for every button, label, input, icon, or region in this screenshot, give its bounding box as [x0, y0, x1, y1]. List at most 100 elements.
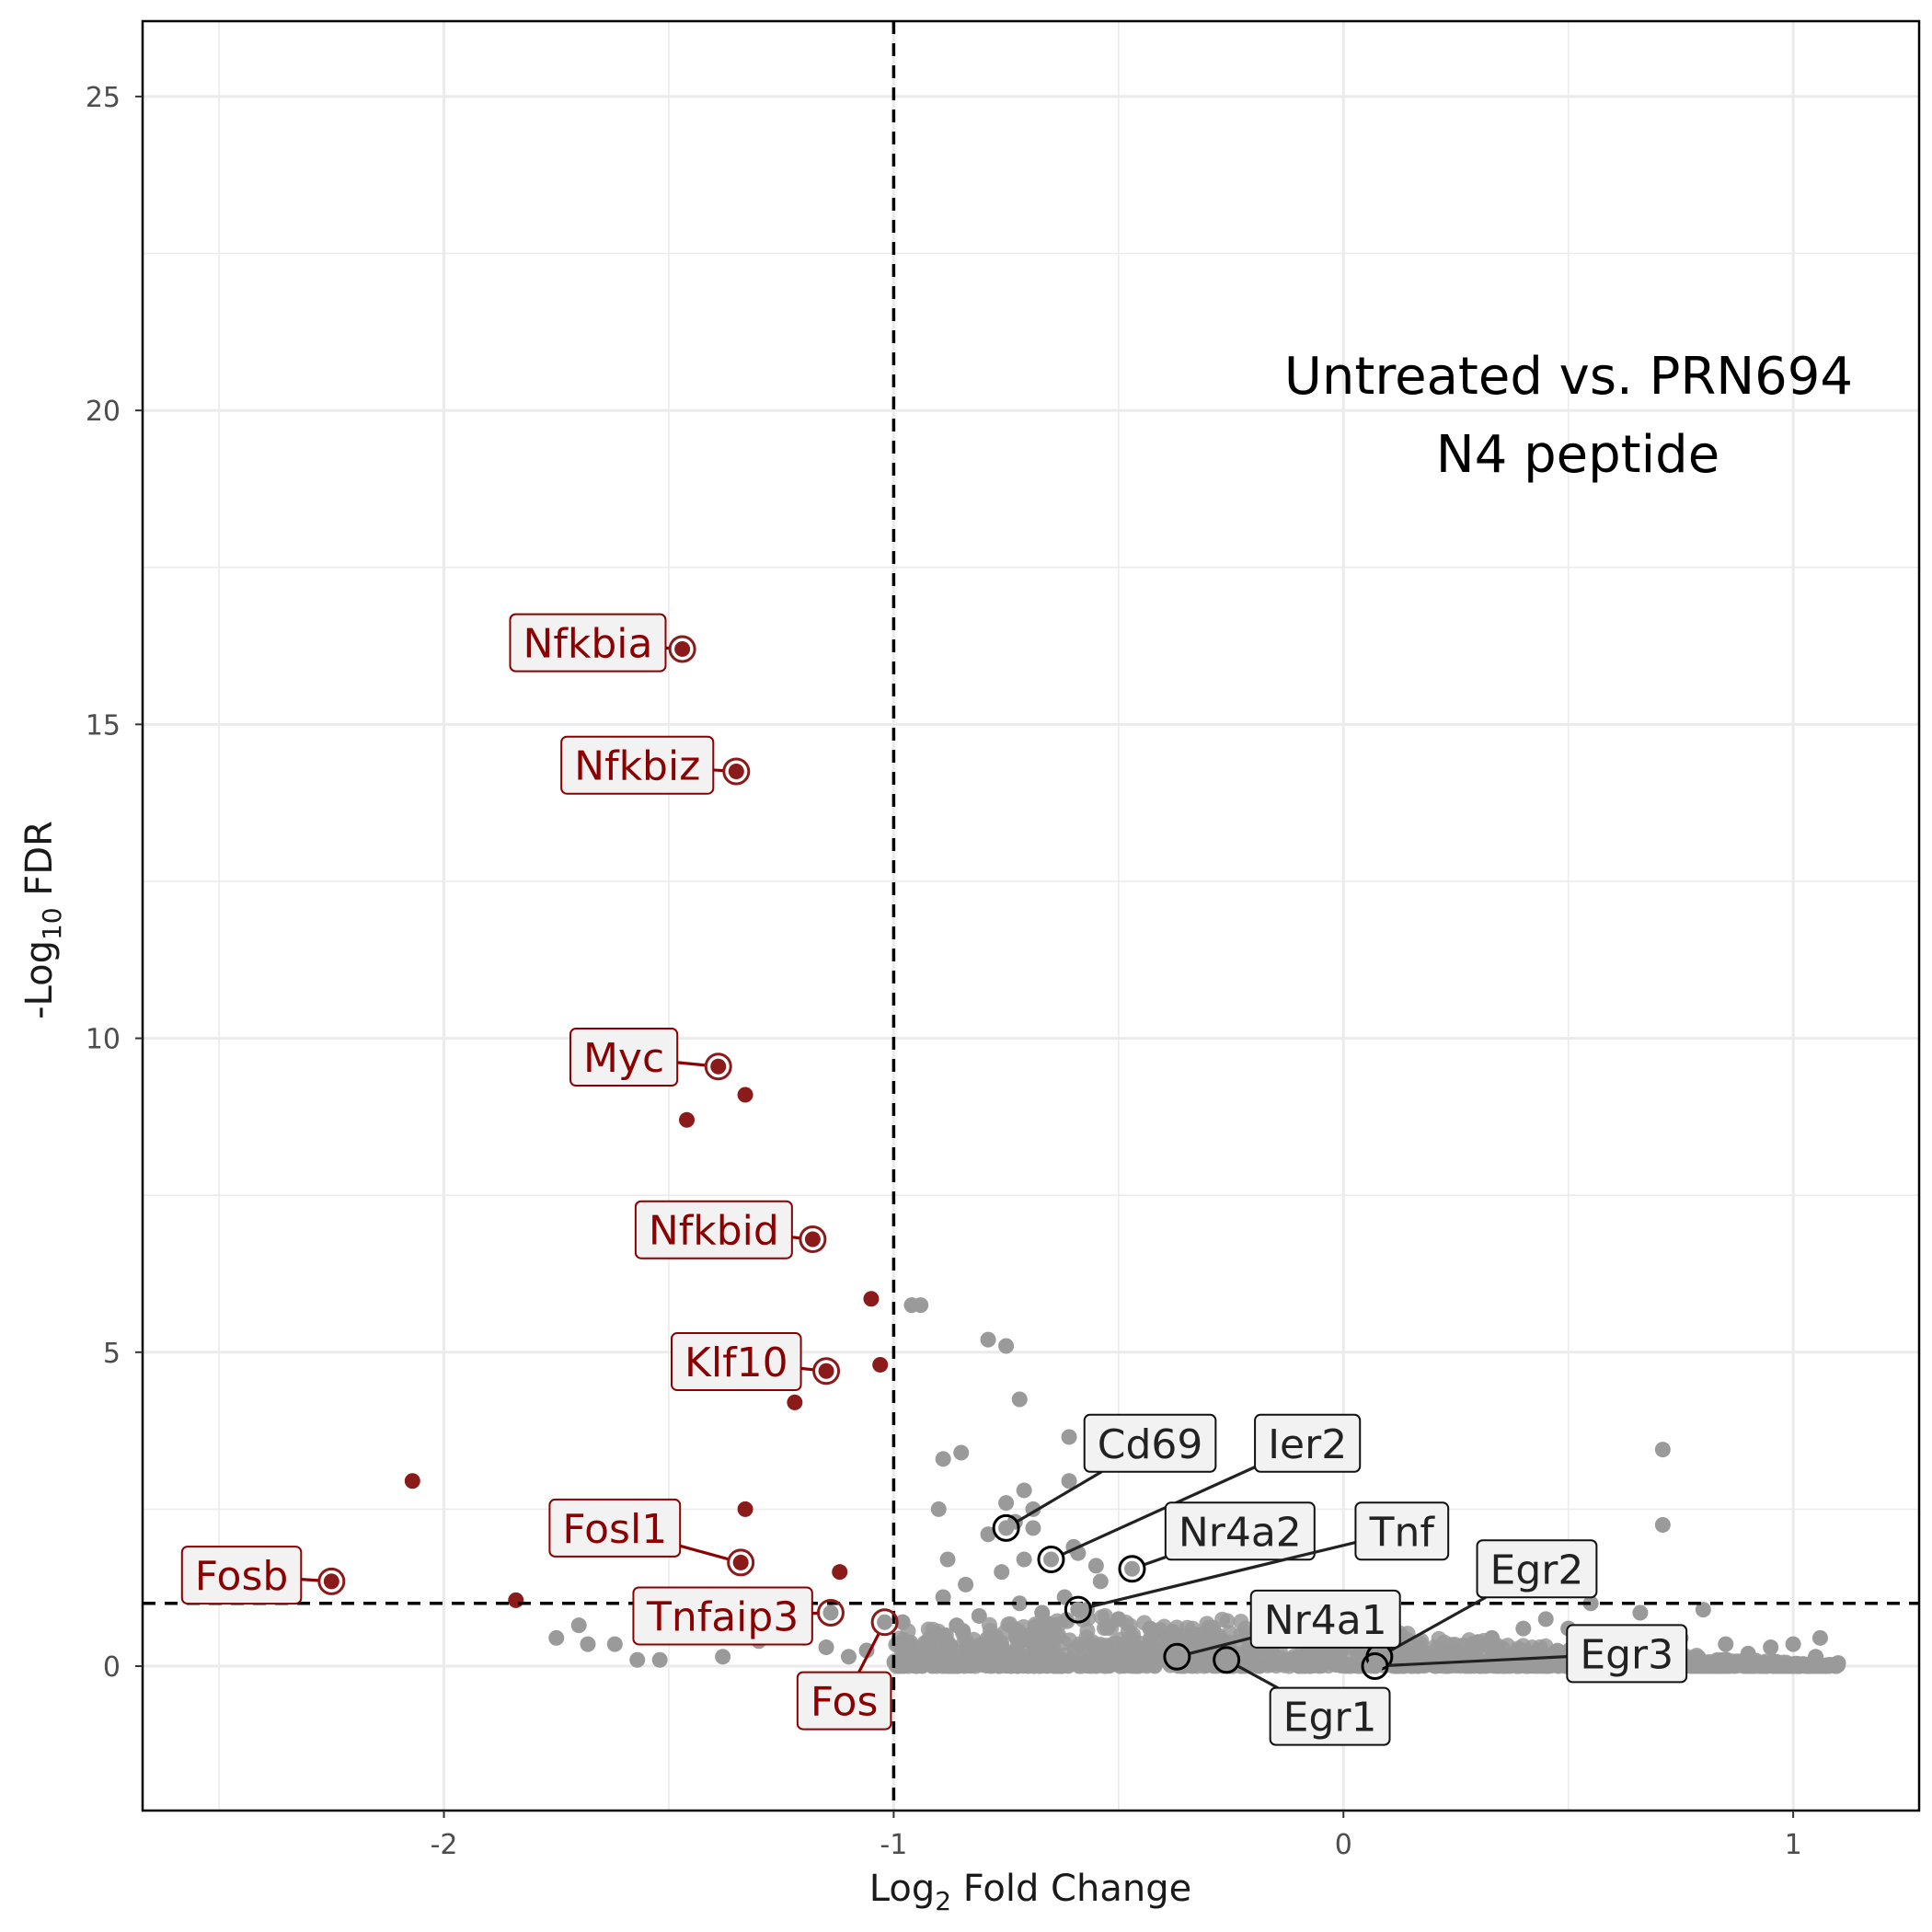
- gene-point: [975, 1655, 992, 1672]
- gene-point: [1296, 1658, 1313, 1674]
- gene-point: [1582, 1595, 1599, 1612]
- gene-point: [1508, 1658, 1524, 1674]
- gene-point: [1403, 1645, 1420, 1662]
- labeled-gene-point: [1042, 1551, 1059, 1568]
- gene-point: [900, 1637, 916, 1653]
- gene-point: [1695, 1602, 1711, 1618]
- label-highlight-ring: [1213, 1646, 1241, 1674]
- gene-point: [998, 1338, 1015, 1354]
- gene-label-text: Klf10: [684, 1340, 788, 1386]
- gene-point: [984, 1633, 1001, 1650]
- y-tick-label: 0: [103, 1651, 121, 1684]
- gene-point: [926, 1657, 943, 1673]
- gene-point: [1468, 1634, 1485, 1650]
- gene-point: [1156, 1641, 1172, 1658]
- gene-label-box: [509, 613, 667, 673]
- label-highlight-ring: [1163, 1642, 1191, 1671]
- gene-point: [1272, 1650, 1289, 1666]
- gene-label-box: [1269, 1686, 1391, 1746]
- gene-point: [1092, 1636, 1109, 1652]
- labeled-gene-point: [323, 1573, 339, 1590]
- gene-point: [1066, 1641, 1083, 1658]
- label-connector: [1388, 1595, 1487, 1652]
- gene-point: [913, 1297, 929, 1314]
- label-highlight-ring: [727, 1548, 755, 1577]
- gene-labels: Nfkbia Nfkbiz Myc Nfkbid Klf10 Fosl1 Fosb Tnfai…: [180, 613, 1688, 1746]
- gene-point: [580, 1636, 596, 1652]
- gene-label-klf10: Klf10: [671, 1332, 841, 1392]
- label-highlight-ring: [1361, 1652, 1389, 1681]
- labeled-gene-point: [818, 1363, 834, 1379]
- gene-point: [935, 1451, 951, 1467]
- gene-label-text: Nfkbid: [649, 1208, 779, 1255]
- gene-point: [715, 1649, 731, 1665]
- labeled-gene-point: [877, 1614, 893, 1630]
- significant-gene-point: [737, 1087, 753, 1103]
- gene-point: [994, 1564, 1010, 1581]
- gene-point: [1305, 1646, 1321, 1662]
- gene-label-text: Egr2: [1490, 1547, 1584, 1593]
- significant-gene-point: [679, 1111, 696, 1128]
- gene-label-nr4a1: Nr4a1: [1163, 1589, 1401, 1671]
- gene-label-egr3: Egr3: [1361, 1624, 1688, 1684]
- gene-point: [1259, 1653, 1276, 1670]
- gene-point: [1144, 1650, 1160, 1667]
- gene-point: [939, 1658, 956, 1674]
- threshold-lines: [143, 21, 1919, 1811]
- gene-point: [606, 1636, 623, 1652]
- gene-point: [930, 1501, 947, 1517]
- labeled-gene-point: [1070, 1602, 1087, 1618]
- gene-label-text: Nr4a2: [1179, 1509, 1302, 1556]
- gene-point: [1087, 1558, 1104, 1574]
- gene-point: [570, 1617, 587, 1634]
- label-highlight-ring: [816, 1599, 845, 1627]
- significant-gene-point: [832, 1564, 848, 1581]
- gene-point: [1735, 1658, 1752, 1674]
- gene-label-text: Nfkbia: [523, 621, 652, 668]
- gene-point: [1086, 1648, 1102, 1664]
- gene-point: [1763, 1639, 1779, 1656]
- x-tick-label: 1: [1785, 1829, 1802, 1861]
- gene-point: [960, 1639, 976, 1656]
- gene-label-box: [634, 1200, 793, 1259]
- gene-point: [1787, 1658, 1803, 1674]
- gene-point: [1142, 1620, 1158, 1637]
- gene-point: [1219, 1613, 1236, 1629]
- gene-point: [888, 1637, 904, 1653]
- gene-point: [1126, 1658, 1143, 1674]
- label-connector: [1143, 1556, 1167, 1567]
- gene-label-text: Tnf: [1369, 1509, 1436, 1556]
- gene-label-text: Fos: [811, 1679, 879, 1726]
- gene-point: [1016, 1482, 1032, 1499]
- gene-point: [998, 1495, 1015, 1512]
- labeled-gene-point: [804, 1231, 821, 1248]
- gene-point: [1239, 1641, 1256, 1658]
- label-highlight-ring: [317, 1567, 346, 1595]
- gene-point: [1104, 1656, 1121, 1673]
- gene-point: [1034, 1604, 1051, 1621]
- gene-point: [1534, 1658, 1550, 1674]
- gene-point: [1098, 1619, 1115, 1636]
- gene-label-box: [671, 1332, 802, 1392]
- gene-point: [1716, 1655, 1732, 1672]
- gene-point: [1046, 1658, 1063, 1674]
- gene-label-egr1: Egr1: [1213, 1646, 1391, 1746]
- x-axis-title: Log2 Fold Change: [869, 1868, 1191, 1916]
- gene-point: [1028, 1618, 1044, 1635]
- gene-label-nfkbia: Nfkbia: [509, 613, 696, 673]
- gene-label-text: Nr4a1: [1264, 1597, 1387, 1644]
- labeled-gene-point: [1168, 1649, 1185, 1665]
- significant-gene-point: [863, 1291, 880, 1307]
- gene-point: [894, 1614, 911, 1630]
- gene-point: [1061, 1429, 1077, 1445]
- gene-point: [980, 1526, 996, 1543]
- gene-point: [1016, 1551, 1032, 1568]
- gene-label-box: [1354, 1501, 1450, 1561]
- label-highlight-ring: [812, 1357, 841, 1386]
- gene-point: [1492, 1645, 1509, 1662]
- gene-point: [1117, 1636, 1133, 1652]
- x-tick-label: -1: [880, 1829, 907, 1861]
- gene-label-box: [796, 1671, 892, 1731]
- x-axis-ticks: -2 -1 0 1: [431, 1811, 1802, 1861]
- gene-point: [629, 1651, 646, 1668]
